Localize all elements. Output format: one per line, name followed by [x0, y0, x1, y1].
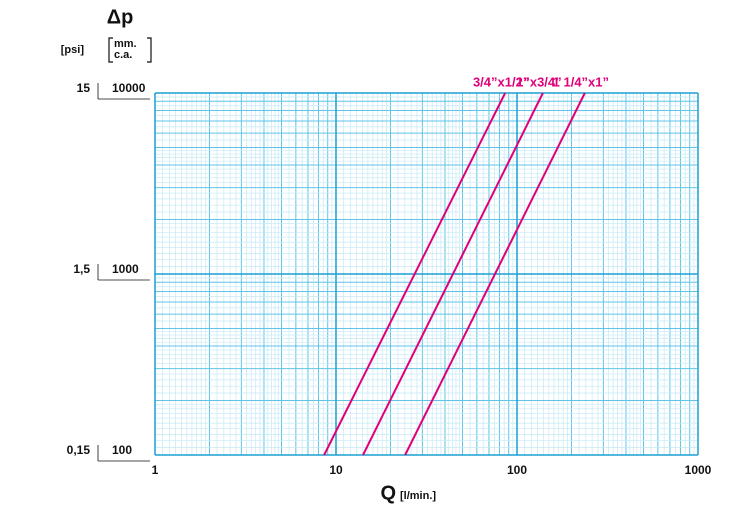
x-tick-label: 100: [507, 463, 527, 477]
x-tick-label: 1000: [685, 463, 712, 477]
x-tick-label: 1: [152, 463, 159, 477]
series-line: [323, 92, 507, 456]
y2-tick-label: 15: [77, 81, 91, 95]
unit-bracket: [108, 37, 152, 63]
y-tick-label: 100: [112, 443, 132, 457]
series-line: [404, 92, 586, 456]
y-tick-label: 10000: [112, 81, 146, 95]
y2-tick-label: 0,15: [67, 443, 91, 457]
x-tick-label: 10: [329, 463, 343, 477]
chart-title: Δp: [107, 6, 134, 28]
y-unit: mm.: [114, 38, 137, 50]
series-line: [362, 92, 544, 456]
y-unit: c.a.: [114, 49, 132, 61]
series-label: 1”x3/4”: [516, 74, 562, 89]
y-tick-label: 1000: [112, 262, 139, 276]
series-label: 3/4”x1/2”: [473, 74, 529, 89]
x-axis-label: Q: [380, 482, 396, 504]
series-label: 1 1/4”x1”: [553, 74, 609, 89]
x-unit: [l/min.]: [400, 490, 436, 502]
y2-tick-label: 1,5: [73, 262, 90, 276]
y2-unit: [psi]: [61, 44, 85, 56]
